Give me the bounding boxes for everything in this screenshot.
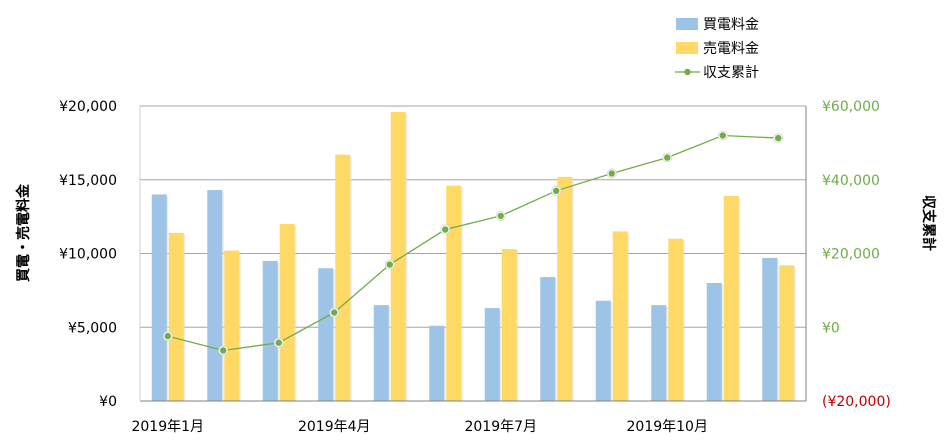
bar	[318, 268, 334, 401]
line-series	[162, 130, 784, 356]
bar	[335, 154, 351, 401]
data-point	[553, 187, 560, 195]
data-point	[608, 170, 615, 177]
legend-label: 買電料金	[703, 17, 759, 33]
legend-marker	[684, 68, 691, 76]
bar	[651, 305, 667, 401]
legend-label: 売電料金	[703, 41, 759, 57]
bar	[262, 260, 278, 401]
legend-label: 収支累計	[703, 65, 759, 81]
data-point	[719, 132, 726, 139]
x-tick-label: 2019年10月	[627, 419, 708, 435]
y-tick-label: ¥15,000	[59, 173, 117, 189]
data-point	[164, 332, 171, 340]
bar	[151, 194, 167, 401]
bar	[207, 190, 223, 401]
data-point	[220, 347, 227, 354]
bar	[762, 257, 778, 401]
data-point	[275, 339, 282, 346]
bar	[557, 176, 573, 401]
y-tick-label: ¥20,000	[59, 99, 117, 115]
y2-tick-label: (¥20,000)	[822, 394, 891, 410]
x-tick-label: 2019年7月	[464, 419, 537, 435]
y-tick-label: ¥0	[99, 394, 117, 410]
bar	[595, 300, 611, 401]
series-line	[167, 134, 779, 352]
data-point	[386, 261, 393, 268]
bar	[390, 111, 406, 402]
data-point	[497, 212, 504, 220]
axes	[139, 106, 807, 402]
y2-tick-label: ¥60,000	[822, 99, 880, 115]
bar	[779, 265, 795, 401]
legend-swatch	[676, 18, 698, 30]
data-point	[442, 226, 449, 233]
y-tick-label: ¥10,000	[59, 247, 117, 263]
bar	[484, 308, 500, 401]
y2-tick-label: ¥20,000	[822, 247, 880, 263]
gridlines	[140, 105, 806, 328]
y2-tick-label: ¥40,000	[822, 173, 880, 189]
x-axis-ticks: 2019年1月 2019年4月 2019年7月 2019年10月	[131, 419, 708, 435]
y2-axis-title: 収支累計	[920, 195, 937, 251]
data-point	[331, 309, 338, 316]
data-point	[775, 134, 782, 142]
bar	[224, 250, 240, 401]
bar	[168, 232, 184, 401]
legend-swatch	[676, 42, 698, 54]
data-point	[664, 154, 671, 161]
y2-tick-label: ¥0	[822, 320, 840, 336]
bar	[668, 238, 684, 401]
bar	[706, 283, 722, 401]
y-tick-label: ¥5,000	[68, 320, 117, 336]
bar	[501, 249, 517, 401]
y-axis-ticks: ¥0 ¥5,000 ¥10,000 ¥15,000 ¥20,000	[59, 99, 117, 410]
x-tick-label: 2019年1月	[131, 419, 204, 435]
bar	[540, 277, 556, 401]
bar	[612, 231, 628, 401]
x-tick-label: 2019年4月	[298, 419, 371, 435]
bar	[446, 185, 462, 401]
bar	[429, 325, 445, 401]
bar	[373, 305, 389, 401]
bar	[723, 195, 739, 401]
y-axis-title: 買電・売電料金	[15, 183, 32, 282]
bars	[151, 111, 796, 402]
y2-axis-ticks: (¥20,000) ¥0 ¥20,000 ¥40,000 ¥60,000	[822, 99, 891, 410]
bar	[279, 224, 295, 401]
